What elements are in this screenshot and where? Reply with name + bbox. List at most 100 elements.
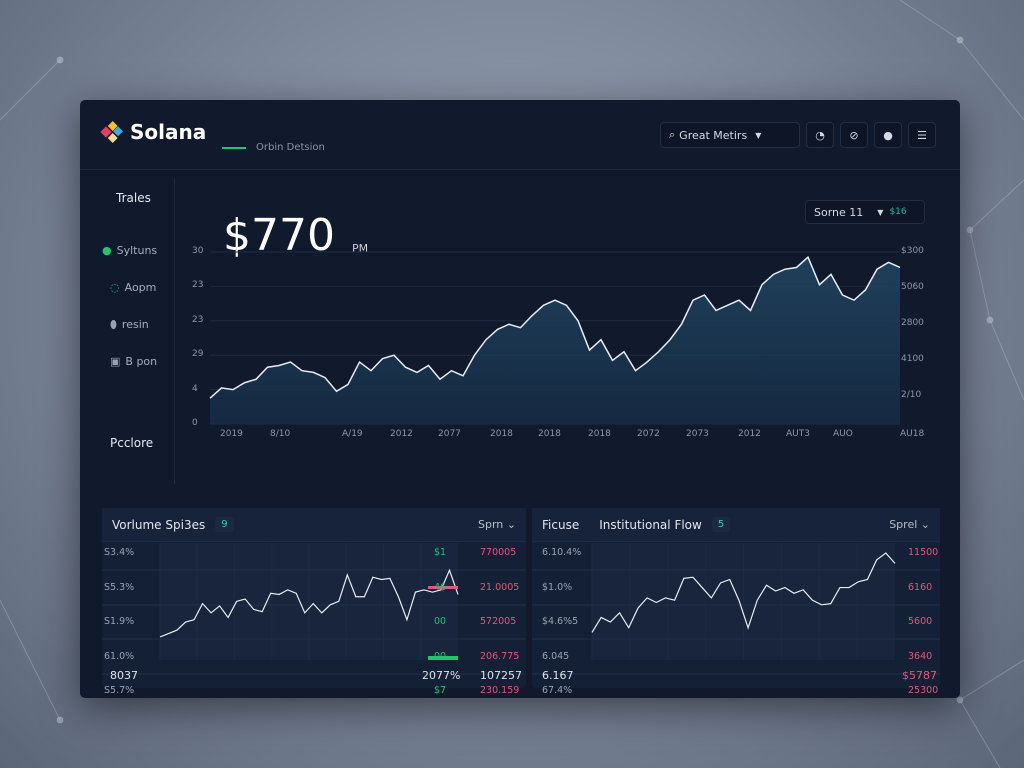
- metrics-search-dropdown[interactable]: ⌕ Great Metirs ▼: [660, 122, 800, 148]
- row-value-right: 21.0005: [480, 582, 520, 593]
- sidebar-item[interactable]: ● Syltuns: [102, 244, 157, 257]
- x-tick: 2072: [637, 429, 660, 439]
- header-divider: [80, 169, 960, 170]
- subtitle: Orbin Detsion: [222, 142, 325, 153]
- y-tick-right: 4100: [901, 354, 924, 364]
- row-value-right: 11500: [908, 547, 939, 558]
- footer-value: $5787: [902, 669, 937, 682]
- sidebar-item-label: Aopm: [124, 281, 157, 294]
- period-dropdown[interactable]: Sprn ⌄: [478, 518, 516, 531]
- row-value-mid: $1: [434, 547, 447, 558]
- y-tick-left: 30: [192, 246, 204, 256]
- row-value-mid: $7: [434, 685, 447, 696]
- x-tick: 2012: [390, 429, 413, 439]
- dot-icon: ●: [102, 244, 112, 257]
- row-label-left: S5.3%: [104, 582, 135, 593]
- row-label-left: S3.4%: [104, 547, 135, 558]
- range-badge: $16: [889, 207, 907, 217]
- sell-marker: [428, 586, 458, 589]
- row-value-right: 3640: [908, 651, 933, 662]
- series-line: [159, 568, 459, 638]
- small-charts: [102, 543, 940, 675]
- y-tick-left: 29: [192, 349, 204, 360]
- chat-icon: ◌: [110, 281, 120, 294]
- box-icon: ▣: [110, 355, 121, 368]
- row-value-right: 5600: [908, 616, 933, 627]
- price-chart[interactable]: [80, 100, 960, 500]
- search-icon: ⌕: [669, 128, 676, 141]
- row-label-left: 6.10.4%: [542, 547, 582, 558]
- card-title: Vorlume Spi3es: [112, 517, 206, 532]
- y-tick-right: 2800: [901, 318, 924, 328]
- chevron-down-icon: ⌄: [920, 518, 930, 531]
- y-tick-right: 2/10: [901, 390, 922, 400]
- link-icon: ⊘: [849, 128, 859, 142]
- x-tick: 2019: [220, 429, 243, 439]
- y-tick-right: 5060: [901, 282, 924, 292]
- row-value-mid: 4$: [434, 582, 447, 593]
- menu-icon: ☰: [917, 128, 927, 142]
- row-label-left: 67.4%: [542, 685, 573, 696]
- row-value-right: 230.159: [480, 685, 520, 696]
- sidebar-item[interactable]: ⬮ resin: [110, 318, 149, 332]
- chevron-down-icon: ▼: [755, 130, 762, 140]
- x-tick: 2018: [588, 429, 611, 439]
- buy-marker: [428, 656, 458, 660]
- x-tick: 2018: [538, 429, 561, 439]
- user-icon: ●: [883, 128, 893, 142]
- row-label-left: $4.6%5: [542, 616, 579, 627]
- row-value-right: 572005: [480, 616, 517, 627]
- y-tick-left: 23: [192, 314, 204, 325]
- search-label: Great Metirs: [679, 128, 748, 142]
- card-badge: 5: [711, 517, 731, 532]
- footer-value: 8037: [110, 669, 138, 682]
- card-prefix: Ficuse: [542, 517, 580, 532]
- user-button[interactable]: ●: [874, 122, 902, 148]
- row-label-left: $1.0%: [542, 582, 573, 593]
- x-tick: 8/10: [270, 429, 291, 439]
- shield-icon: ⬮: [110, 318, 117, 331]
- y-tick-left: 23: [192, 280, 204, 291]
- row-label-left: S5.7%: [104, 685, 135, 696]
- y-tick-left: 0: [192, 418, 198, 428]
- x-tick: 2012: [738, 429, 761, 439]
- chart-search-icon: ◔: [815, 128, 825, 142]
- card-header: Vorlume Spi3es 9 Sprn ⌄: [102, 508, 526, 542]
- x-tick: A/19: [342, 429, 363, 439]
- dashboard-window: Solana Orbin Detsion ⌕ Great Metirs ▼ ◔ ⊘ …: [80, 100, 960, 698]
- link-button[interactable]: ⊘: [840, 122, 868, 148]
- row-value-right: 206.775: [480, 651, 520, 662]
- x-tick: AUO: [833, 429, 853, 439]
- footer-value: 107257: [480, 669, 522, 682]
- row-value-right: 770005: [480, 547, 517, 558]
- price-area: [210, 257, 900, 424]
- subtitle-text: Orbin Detsion: [256, 142, 325, 153]
- sidebar-divider: [174, 178, 175, 484]
- sidebar-footer[interactable]: Pcclore: [110, 436, 154, 450]
- sidebar-item-label: B pon: [125, 355, 158, 368]
- x-tick: AU18: [900, 429, 925, 439]
- y-tick-left: 4: [192, 383, 198, 394]
- sidebar-item[interactable]: ▣ B pon: [110, 355, 157, 368]
- footer-value: 2077%: [422, 669, 461, 682]
- series-line: [591, 552, 896, 633]
- row-value-mid: 00: [434, 651, 447, 662]
- row-label-left: S1.9%: [104, 616, 135, 627]
- row-value-right: 25300: [908, 685, 939, 696]
- y-tick-right: $300: [901, 246, 924, 256]
- card-title: Institutional Flow: [599, 517, 702, 532]
- sidebar-title: Trales: [116, 191, 151, 205]
- chart-search-button[interactable]: ◔: [806, 122, 834, 148]
- card-header: Ficuse Institutional Flow 5 Sprel ⌄: [532, 508, 940, 542]
- period-dropdown[interactable]: Sprel ⌄: [889, 518, 930, 531]
- row-value-right: 6160: [908, 582, 933, 593]
- row-label-left: 6.045: [542, 651, 570, 662]
- range-selector[interactable]: Sorne 11 ▼ $16: [805, 200, 925, 224]
- menu-button[interactable]: ☰: [908, 122, 936, 148]
- sidebar-item[interactable]: ◌ Aopm: [110, 281, 156, 294]
- x-tick: 2077: [438, 429, 461, 439]
- row-value-mid: 00: [434, 616, 447, 627]
- range-selector-label: Sorne 11: [814, 205, 864, 219]
- sidebar-item-label: resin: [121, 318, 149, 331]
